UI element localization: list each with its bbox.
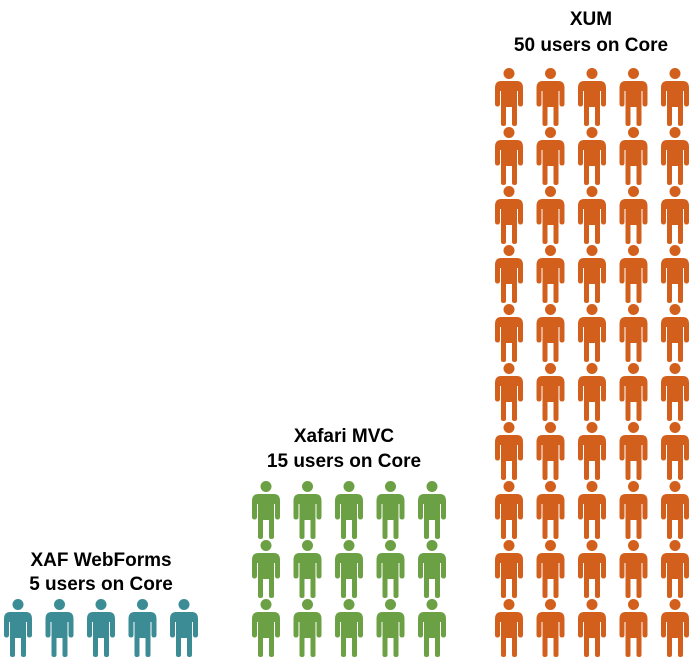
person-icon — [252, 599, 280, 657]
person-icon — [578, 127, 606, 185]
person-icon — [578, 68, 606, 126]
person-icon — [170, 599, 198, 657]
person-icon — [661, 304, 689, 362]
person-icon — [495, 481, 523, 539]
group-title: XAF WebForms — [30, 550, 171, 571]
person-icon — [536, 363, 565, 421]
group-title: Xafari MVC — [294, 426, 395, 447]
person-icon — [661, 68, 689, 126]
person-icon — [495, 540, 523, 598]
person-icon — [536, 245, 565, 303]
person-icon — [293, 599, 322, 657]
person-icon — [536, 481, 565, 539]
person-icon — [619, 363, 648, 421]
person-icon — [293, 540, 322, 598]
person-icon — [376, 599, 405, 657]
person-icon — [87, 599, 115, 657]
person-icon — [536, 68, 565, 126]
person-icon — [495, 186, 523, 244]
person-icon — [335, 481, 363, 539]
icon-grid — [252, 481, 446, 657]
person-icon — [293, 481, 322, 539]
person-icon — [578, 422, 606, 480]
person-icon — [495, 422, 523, 480]
person-icon — [578, 599, 606, 657]
person-icon — [578, 245, 606, 303]
person-icon — [4, 599, 32, 657]
person-icon — [619, 481, 648, 539]
group-subtitle: 50 users on Core — [514, 35, 668, 56]
person-icon — [252, 481, 280, 539]
icon-grid — [4, 599, 198, 657]
person-icon — [536, 127, 565, 185]
person-icon — [578, 186, 606, 244]
person-icon — [335, 599, 363, 657]
person-icon — [418, 481, 446, 539]
person-icon — [578, 363, 606, 421]
person-icon — [495, 245, 523, 303]
person-icon — [45, 599, 74, 657]
group-subtitle: 5 users on Core — [29, 574, 173, 595]
icon-grid — [495, 68, 689, 657]
person-icon — [619, 186, 648, 244]
person-icon — [536, 422, 565, 480]
person-icon — [661, 127, 689, 185]
person-icon — [536, 540, 565, 598]
person-icon — [578, 304, 606, 362]
group-subtitle: 15 users on Core — [267, 451, 421, 472]
person-icon — [128, 599, 157, 657]
person-icon — [619, 245, 648, 303]
person-icon — [536, 186, 565, 244]
person-icon — [661, 422, 689, 480]
person-icon — [495, 304, 523, 362]
person-icon — [619, 540, 648, 598]
person-icon — [661, 186, 689, 244]
person-icon — [619, 422, 648, 480]
person-icon — [661, 481, 689, 539]
group-xaf-webforms: XAF WebForms 5 users on Core — [4, 550, 198, 657]
person-icon — [661, 245, 689, 303]
person-icon — [376, 540, 405, 598]
person-icon — [619, 68, 648, 126]
person-icon — [661, 363, 689, 421]
person-icon — [495, 68, 523, 126]
person-icon — [495, 363, 523, 421]
group-title: XUM — [570, 9, 612, 30]
person-icon — [418, 540, 446, 598]
person-icon — [495, 127, 523, 185]
person-icon — [536, 599, 565, 657]
group-xum: XUM 50 users on Core — [495, 9, 689, 657]
person-icon — [376, 481, 405, 539]
person-icon — [335, 540, 363, 598]
person-icon — [619, 127, 648, 185]
person-icon — [252, 540, 280, 598]
person-icon — [418, 599, 446, 657]
person-icon — [661, 599, 689, 657]
person-icon — [619, 599, 648, 657]
person-icon — [578, 481, 606, 539]
person-icon — [495, 599, 523, 657]
group-xafari-mvc: Xafari MVC 15 users on Core — [252, 426, 446, 657]
person-icon — [536, 304, 565, 362]
person-icon — [661, 540, 689, 598]
person-icon — [578, 540, 606, 598]
person-icon — [619, 304, 648, 362]
